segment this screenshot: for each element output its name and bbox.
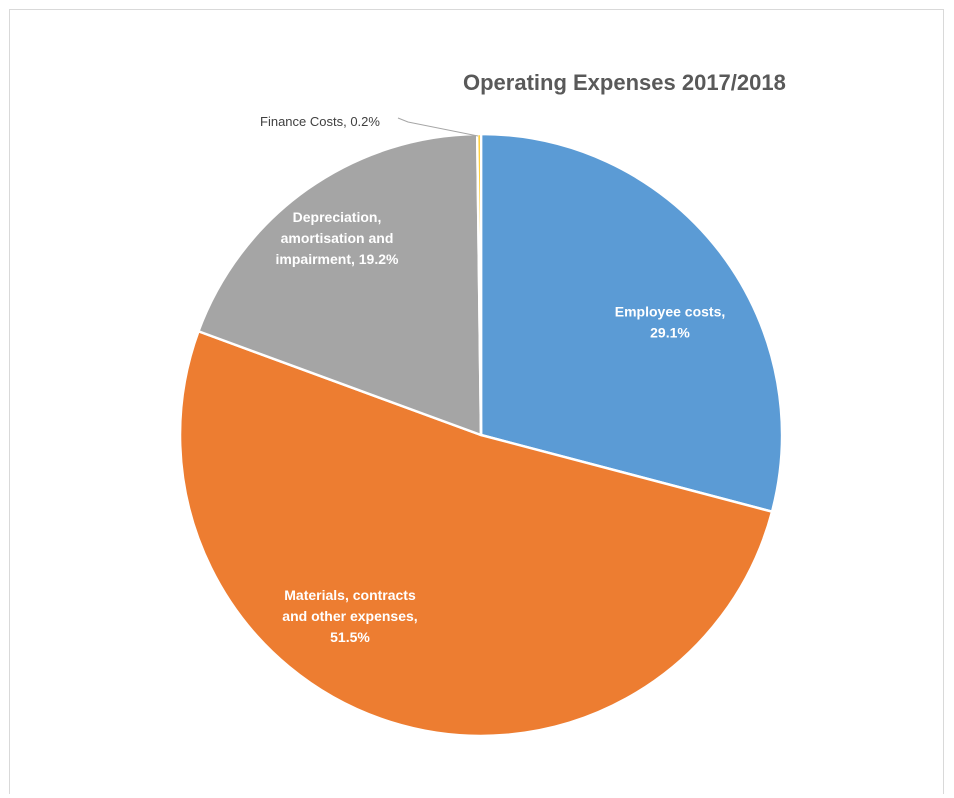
slice-label-1: Materials, contracts and other expenses, 5…	[282, 587, 417, 645]
chart-title: Operating Expenses 2017/2018	[463, 70, 786, 95]
slice-label-2: Depreciation, amortisation and impairment,…	[276, 209, 399, 267]
leader-line-3	[397, 117, 479, 137]
pie-slice-3	[475, 132, 483, 437]
slice-label-3: Finance Costs, 0.2%	[260, 114, 380, 129]
pie-slice-2	[197, 132, 483, 437]
slice-label-0: Employee costs, 29.1%	[615, 304, 726, 341]
pie-slice-0	[479, 132, 784, 513]
pie-slice-1	[178, 330, 774, 738]
